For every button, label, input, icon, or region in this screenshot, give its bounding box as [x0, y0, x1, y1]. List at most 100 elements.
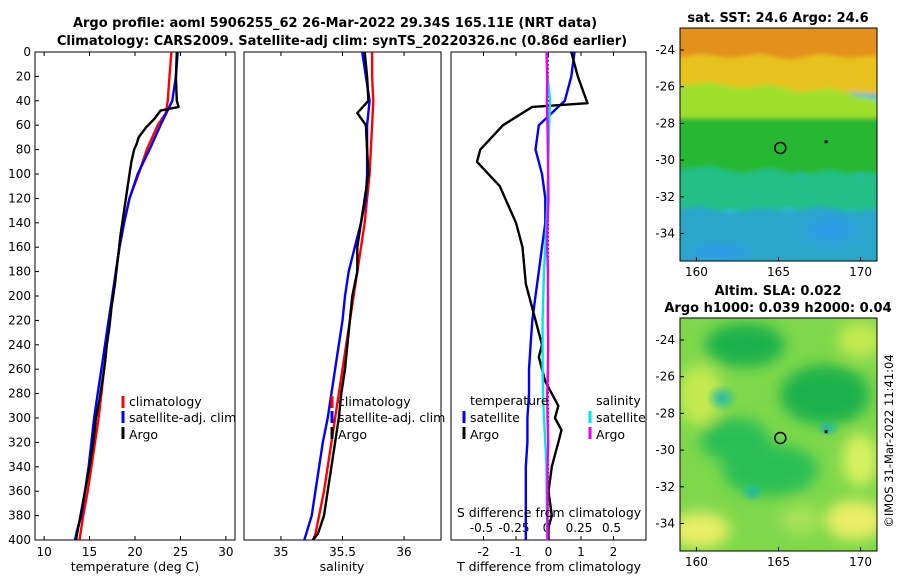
temperature-tick-label: 10: [36, 545, 51, 559]
salinity-series: [303, 52, 375, 540]
map-lon-tick-label: 170: [849, 555, 872, 569]
temperature-axis-label: temperature (deg C): [71, 559, 200, 574]
t-difference-tick-label: 2: [610, 545, 618, 559]
figure-title-line1: Argo profile: aoml 5906255_62 26-Mar-202…: [73, 16, 597, 31]
pressure-tick-label: 340: [8, 460, 31, 474]
difference-panel-s-argo-line: [545, 52, 550, 540]
map-lat-tick-label: -32: [655, 480, 675, 494]
map-lat-tick-label: -28: [655, 116, 675, 130]
s-difference-tick-label: 0.25: [566, 521, 593, 535]
salinity-axis-label: salinity: [320, 559, 365, 574]
legend-argo-label: Argo: [338, 427, 367, 442]
map-lat-tick-label: -32: [655, 190, 675, 204]
temperature-legend: climatology satellite-adj. clim Argo: [121, 394, 236, 442]
sst-map-lat-ticks: -24 -26 -28 -30 -32 -34: [655, 43, 684, 240]
legend-s-satellite-label: satellite: [596, 410, 646, 425]
pressure-tick-label: 220: [8, 313, 31, 327]
salinity-tick-label: 35: [273, 545, 288, 559]
salinity-panel-argo-line: [311, 52, 370, 540]
map-lon-tick-label: 170: [849, 265, 872, 279]
s-difference-tick-label: 0.5: [602, 521, 621, 535]
pressure-tick-label: 360: [8, 484, 31, 498]
map-lon-tick-label: 160: [685, 265, 708, 279]
legend-salinity-title: salinity: [596, 393, 641, 408]
legend-argo-label: Argo: [129, 427, 158, 442]
temperature-tick-label: 20: [127, 545, 142, 559]
legend-satellite-label: satellite-adj. clim: [338, 410, 445, 425]
pressure-tick-label: 320: [8, 435, 31, 449]
difference-legend: temperature satellite Argo salinity sate…: [462, 393, 646, 442]
legend-climatology-label: climatology: [338, 394, 411, 409]
legend-climatology-label: climatology: [129, 394, 202, 409]
map-lon-tick-label: 165: [767, 555, 790, 569]
sla-map: [680, 318, 877, 551]
pressure-tick-label: 20: [16, 69, 31, 83]
pressure-tick-label: 200: [8, 289, 31, 303]
legend-s-argo-label: Argo: [596, 427, 625, 442]
pressure-tick-label: 160: [8, 240, 31, 254]
copyright-timestamp: ©IMOS 31-Mar-2022 11:41:04: [882, 354, 896, 527]
pressure-tick-label: 180: [8, 265, 31, 279]
sla-map-title-line2: Argo h1000: 0.039 h2000: 0.04: [664, 301, 891, 316]
sst-map-lon-ticks: 160 165 170: [685, 257, 872, 279]
pressure-tick-label: 240: [8, 338, 31, 352]
sla-float-marker: [774, 431, 787, 445]
pressure-tick-label: 380: [8, 509, 31, 523]
map-lat-tick-label: -28: [655, 406, 675, 420]
pressure-tick-label: 260: [8, 362, 31, 376]
pressure-tick-label: 280: [8, 387, 31, 401]
map-lat-tick-label: -34: [655, 226, 675, 240]
map-lat-tick-label: -30: [655, 443, 675, 457]
sst-map-title: sat. SST: 24.6 Argo: 24.6: [687, 11, 868, 26]
sla-map-lat-ticks: -24 -26 -28 -30 -32 -34: [655, 333, 684, 530]
difference-series: [475, 52, 589, 540]
legend-t-satellite-label: satellite: [470, 410, 520, 425]
pressure-tick-label: 100: [8, 167, 31, 181]
t-difference-tick-label: 0: [545, 545, 553, 559]
temperature-tick-label: 30: [218, 545, 233, 559]
pressure-tick-label: 40: [16, 94, 31, 108]
map-lat-tick-label: -24: [655, 43, 675, 57]
salinity-tick-label: 35.5: [329, 545, 356, 559]
s-difference-axis-label: S difference from climatology: [457, 505, 642, 520]
figure-title-line2: Climatology: CARS2009. Satellite-adj cli…: [57, 34, 627, 49]
sla-secondary-marker: [824, 430, 828, 434]
s-difference-tick-label: -0.25: [498, 521, 529, 535]
sla-map-title-line1: Altim. SLA: 0.022: [715, 284, 842, 299]
t-difference-axis-label: T difference from climatology: [456, 559, 642, 574]
difference-panel-t-argo-line: [475, 52, 589, 540]
temperature-tick-label: 15: [82, 545, 97, 559]
sst-float-marker: [774, 141, 787, 155]
legend-temperature-title: temperature: [470, 393, 549, 408]
temperature-panel-argo-line: [74, 52, 180, 540]
pressure-tick-label: 140: [8, 216, 31, 230]
t-difference-tick-label: -2: [478, 545, 490, 559]
sst-map: [680, 28, 877, 261]
temperature-series: [73, 52, 180, 540]
difference-panel-t-satellite-line: [524, 52, 576, 540]
pressure-tick-label: 300: [8, 411, 31, 425]
pressure-tick-label: 120: [8, 191, 31, 205]
t-difference-tick-label: 1: [577, 545, 585, 559]
map-lat-tick-label: -26: [655, 80, 675, 94]
pressure-tick-label: 0: [23, 45, 31, 59]
map-lat-tick-label: -30: [655, 153, 675, 167]
salinity-tick-labels: 35 35.5 36: [273, 52, 412, 559]
sla-map-lon-ticks: 160 165 170: [685, 547, 872, 569]
map-lat-tick-label: -34: [655, 516, 675, 530]
legend-satellite-label: satellite-adj. clim: [129, 410, 236, 425]
difference-panel-s-satellite-line: [541, 52, 552, 540]
map-lon-tick-label: 165: [767, 265, 790, 279]
legend-t-argo-label: Argo: [470, 427, 499, 442]
s-difference-tick-label: -0.5: [470, 521, 493, 535]
map-lat-tick-label: -24: [655, 333, 675, 347]
salinity-axes: [243, 51, 442, 541]
sst-secondary-marker: [824, 140, 828, 144]
pressure-tick-label: 400: [8, 533, 31, 547]
pressure-tick-label: 60: [16, 118, 31, 132]
t-difference-tick-label: -1: [510, 545, 522, 559]
temperature-axes: [34, 51, 236, 541]
pressure-tick-label: 80: [16, 143, 31, 157]
pressure-tick-labels: 0 20 40 60 80 100 120 140 160 180 200 220 240 260 280 3…: [8, 45, 39, 547]
